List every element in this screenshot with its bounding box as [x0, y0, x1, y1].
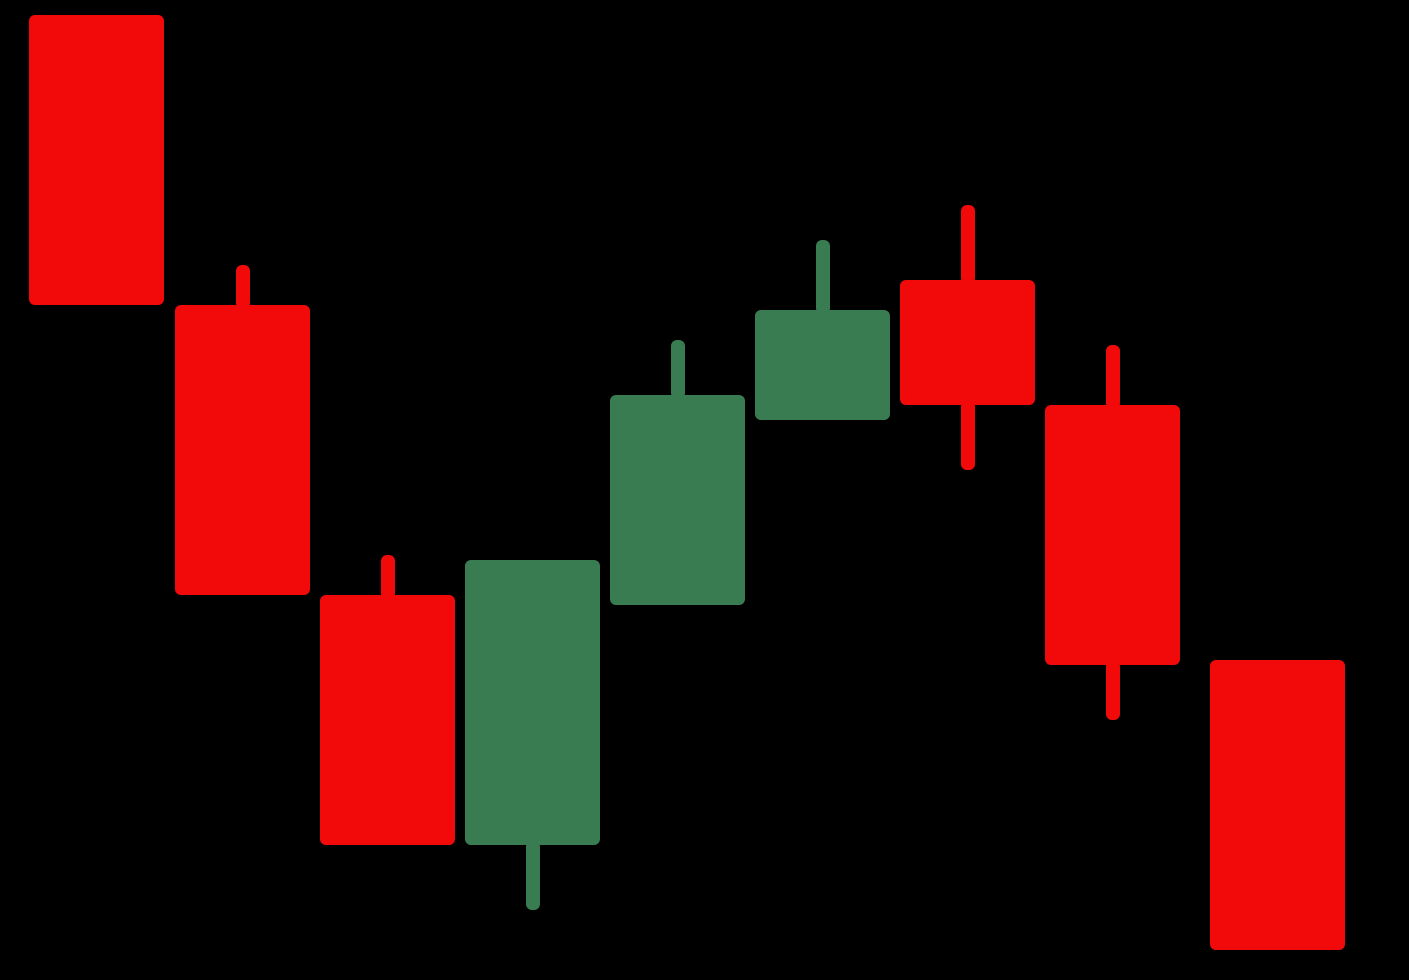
candle-wick-top: [1106, 345, 1120, 409]
candle-wick-bottom: [961, 401, 975, 470]
candle-body: [29, 15, 164, 305]
candle-wick-top: [816, 240, 830, 314]
candle-body: [610, 395, 745, 605]
candle-body: [175, 305, 310, 595]
candle-body: [465, 560, 600, 845]
candle-body: [1210, 660, 1345, 950]
candle-body: [755, 310, 890, 420]
candle-body: [900, 280, 1035, 405]
candle-wick-top: [961, 205, 975, 284]
candle-wick-bottom: [526, 841, 540, 910]
candle-wick-top: [671, 340, 685, 399]
candle-wick-bottom: [1106, 661, 1120, 720]
candle-body: [1045, 405, 1180, 665]
candle-wick-top: [236, 265, 250, 309]
candlestick-chart: [0, 0, 1409, 980]
candle-wick-top: [381, 555, 395, 599]
candle-body: [320, 595, 455, 845]
